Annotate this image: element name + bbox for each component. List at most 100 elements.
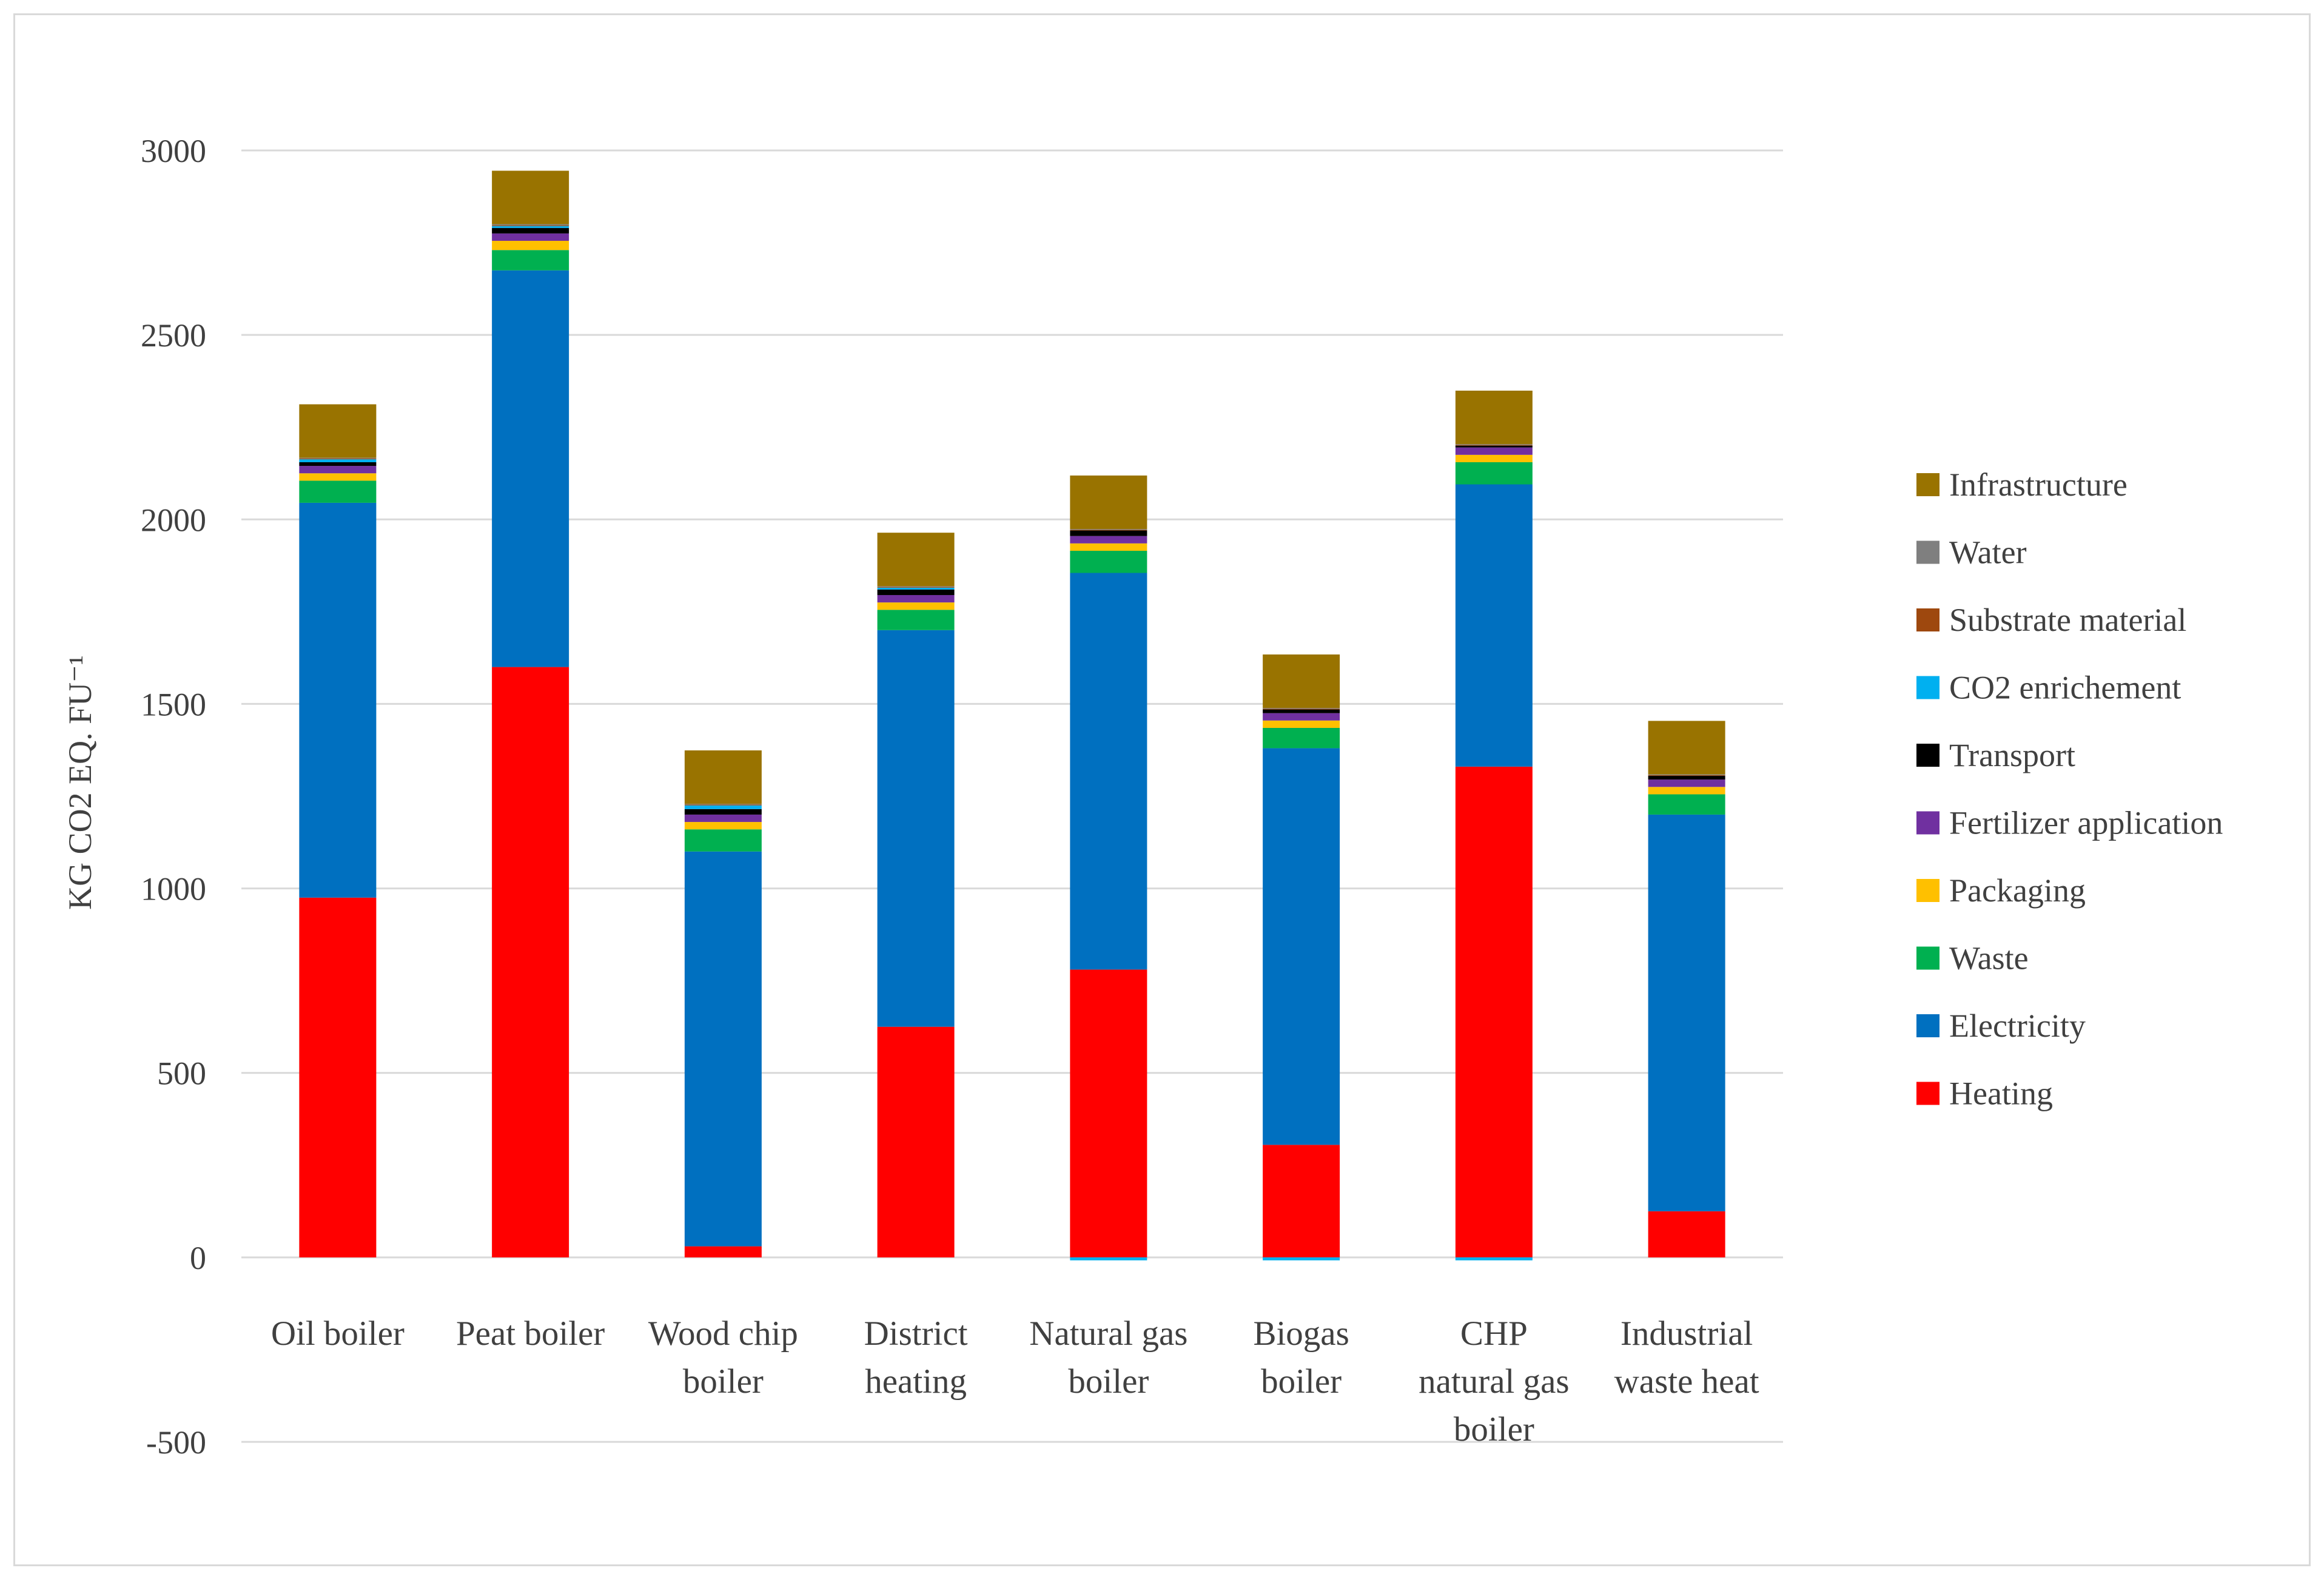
- legend-swatch-substrate-material: [1916, 608, 1939, 631]
- bar-segment-heating: [1648, 1211, 1725, 1257]
- legend-label-waste: Waste: [1949, 940, 2029, 977]
- bar-segment-water: [492, 224, 569, 226]
- bar-segment-transport: [684, 809, 762, 815]
- legend-swatch-infrastructure: [1916, 473, 1939, 496]
- bar-segment-fertilizer-application: [492, 233, 569, 241]
- bar-segment-infrastructure: [684, 750, 762, 804]
- bar-segment-infrastructure: [492, 170, 569, 224]
- bar-segment-water: [1455, 444, 1533, 445]
- bar-segment-waste: [1070, 550, 1147, 573]
- bar-segment-packaging: [1263, 720, 1340, 728]
- legend-label-heating: Heating: [1949, 1075, 2053, 1112]
- chart-frame: [13, 13, 2311, 1566]
- legend: Infrastructure Water Substrate material CO2…: [1916, 466, 2223, 1112]
- bar-segment-fertilizer-application: [877, 594, 955, 603]
- bar-segment-water: [877, 586, 955, 587]
- legend-label-transport: Transport: [1949, 737, 2075, 773]
- bar-segment-water: [299, 457, 377, 459]
- bar-segment-waste: [1455, 462, 1533, 485]
- bar-segment-transport: [877, 589, 955, 595]
- legend-swatch-fertilizer-application: [1916, 811, 1939, 835]
- bar-segment-packaging: [877, 602, 955, 610]
- bar-segment-co2-enrichement: [299, 459, 377, 463]
- bar-segment-substrate-material: [877, 587, 955, 588]
- bar-segment-heating: [1070, 969, 1147, 1257]
- x-category-label: Wood chip boiler: [648, 1314, 798, 1401]
- bar-segment-packaging: [1070, 543, 1147, 551]
- bar-segment-transport: [1455, 445, 1533, 448]
- legend-label-co2-enrichement: CO2 enrichement: [1949, 670, 2181, 706]
- bars: [299, 170, 1725, 1261]
- bar-segment-waste: [877, 610, 955, 630]
- bar-segment-heating: [492, 667, 569, 1257]
- bar-segment-heating: [1263, 1145, 1340, 1257]
- x-category-label: District heating: [864, 1314, 968, 1401]
- bar-segment-heating: [877, 1026, 955, 1257]
- bar-segment-substrate-material: [684, 804, 762, 806]
- y-tick-label: 3000: [141, 133, 206, 169]
- x-category-label: Industrial waste heat: [1614, 1314, 1759, 1401]
- x-axis-categories: Oil boiler Peat boiler Wood chip boiler Dist…: [271, 1314, 1759, 1449]
- bar-segment-infrastructure: [877, 533, 955, 587]
- bar-segment-packaging: [1648, 787, 1725, 795]
- bar-segment-fertilizer-application: [684, 814, 762, 823]
- bar-segment-co2-enrichement: [1070, 1257, 1147, 1261]
- legend-label-infrastructure: Infrastructure: [1949, 466, 2128, 503]
- y-tick-label: 1000: [141, 871, 206, 907]
- legend-swatch-waste: [1916, 946, 1939, 970]
- bar-segment-waste: [684, 829, 762, 852]
- y-axis-title: KG CO2 EQ. FU⁻¹: [62, 655, 98, 910]
- legend-swatch-water: [1916, 540, 1939, 564]
- x-category-label: Natural gas boiler: [1029, 1314, 1187, 1401]
- bar-segment-waste: [492, 250, 569, 271]
- bar-segment-transport: [1070, 530, 1147, 536]
- bar-segment-transport: [492, 227, 569, 234]
- bar-segment-waste: [1263, 727, 1340, 749]
- bar-segment-waste: [1648, 794, 1725, 815]
- bar-segment-co2-enrichement: [877, 587, 955, 590]
- y-tick-label: 2000: [141, 502, 206, 538]
- legend-label-substrate-material: Substrate material: [1949, 602, 2186, 638]
- legend-label-fertilizer-application: Fertilizer application: [1949, 805, 2223, 841]
- bar-segment-substrate-material: [492, 225, 569, 226]
- y-tick-label: 1500: [141, 686, 206, 722]
- bar-segment-co2-enrichement: [1263, 1257, 1340, 1261]
- bar-segment-infrastructure: [299, 404, 377, 458]
- bar-segment-infrastructure: [1070, 475, 1147, 530]
- y-tick-label: 2500: [141, 317, 206, 354]
- legend-label-packaging: Packaging: [1949, 872, 2086, 909]
- y-axis-ticks: -500 0 500 1000 1500 2000 2500 3000: [141, 133, 206, 1461]
- legend-swatch-electricity: [1916, 1014, 1939, 1037]
- bar-segment-electricity: [1648, 814, 1725, 1211]
- x-category-label: Peat boiler: [456, 1314, 605, 1353]
- bar-segment-co2-enrichement: [684, 805, 762, 809]
- gridlines: [241, 149, 1783, 1443]
- bar-segment-transport: [299, 462, 377, 466]
- legend-label-electricity: Electricity: [1949, 1008, 2086, 1044]
- legend-swatch-transport: [1916, 744, 1939, 767]
- bar-segment-packaging: [1455, 454, 1533, 463]
- bar-segment-fertilizer-application: [1070, 536, 1147, 544]
- bar-segment-electricity: [299, 502, 377, 898]
- bar-segment-transport: [1263, 709, 1340, 713]
- legend-swatch-packaging: [1916, 879, 1939, 902]
- bar-segment-electricity: [492, 270, 569, 667]
- bar-segment-infrastructure: [1455, 390, 1533, 445]
- x-category-label: CHP natural gas boiler: [1419, 1314, 1569, 1449]
- bar-segment-waste: [299, 480, 377, 503]
- y-tick-label: 0: [190, 1240, 206, 1276]
- bar-segment-water: [1070, 529, 1147, 530]
- bar-segment-packaging: [684, 822, 762, 830]
- bar-segment-electricity: [1263, 748, 1340, 1145]
- bar-segment-heating: [684, 1246, 762, 1257]
- bar-segment-transport: [1648, 776, 1725, 780]
- bar-segment-heating: [1455, 766, 1533, 1257]
- legend-swatch-heating: [1916, 1082, 1939, 1105]
- bar-segment-infrastructure: [1648, 721, 1725, 775]
- bar-segment-fertilizer-application: [1263, 713, 1340, 721]
- bar-segment-heating: [299, 897, 377, 1257]
- bar-segment-substrate-material: [1648, 775, 1725, 776]
- x-category-label: Oil boiler: [271, 1314, 405, 1353]
- bar-segment-co2-enrichement: [492, 226, 569, 228]
